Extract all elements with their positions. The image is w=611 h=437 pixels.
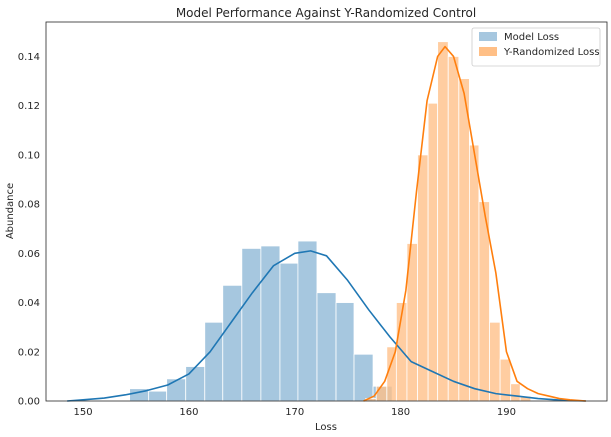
x-tick-label: 190: [497, 407, 516, 418]
histogram-bar: [353, 353, 374, 402]
histogram-bar: [185, 366, 206, 402]
histogram-bar: [241, 248, 262, 402]
legend: Model Loss Y-Randomized Loss: [471, 27, 601, 67]
y-axis-ticks: 0.00 0.02 0.04 0.06 0.08 0.10 0.12 0.14: [18, 52, 40, 408]
histogram-bar: [447, 56, 460, 402]
x-tick-label: 170: [285, 407, 304, 418]
legend-label-model-loss: Model Loss: [504, 32, 559, 43]
x-tick-label: 150: [74, 407, 93, 418]
histogram-bar: [417, 154, 429, 402]
kde-line-model-loss: [67, 250, 586, 402]
y-tick-label: 0.10: [18, 150, 40, 161]
histogram-bar: [316, 292, 337, 402]
y-tick-label: 0.02: [18, 347, 40, 358]
chart-title: Model Performance Against Y-Randomized C…: [176, 6, 476, 20]
legend-swatch-y-randomized-loss: [479, 47, 497, 56]
axes-frame: [45, 21, 608, 402]
legend-label-y-randomized-loss: Y-Randomized Loss: [503, 47, 600, 58]
histogram-bar: [375, 385, 388, 402]
y-axis-label: Abundance: [5, 183, 16, 239]
histogram-bar: [279, 262, 299, 402]
legend-swatch-model-loss: [479, 32, 497, 41]
histogram-bar: [204, 321, 224, 402]
histogram-bar: [222, 284, 243, 402]
y-tick-label: 0.14: [18, 52, 40, 63]
histogram-bar: [468, 144, 480, 402]
histogram-bar: [297, 240, 318, 402]
histogram-bar: [437, 41, 449, 402]
histogram-bar: [166, 378, 187, 402]
y-tick-label: 0.12: [18, 101, 40, 112]
plot-area: [67, 41, 586, 402]
y-tick-label: 0.08: [18, 200, 40, 211]
legend-box: [471, 27, 601, 67]
histogram-bar: [335, 302, 355, 402]
x-tick-label: 180: [391, 407, 410, 418]
x-axis-ticks: 150 160 170 180 190: [74, 407, 516, 418]
kde-line-y-randomized-loss: [363, 45, 586, 402]
histogram-bar: [148, 390, 168, 402]
histogram-bar: [489, 321, 501, 402]
y-tick-label: 0.04: [18, 298, 40, 309]
x-axis-label: Loss: [315, 422, 337, 433]
histogram-bar: [458, 78, 470, 402]
y-tick-label: 0.06: [18, 249, 40, 260]
y-tick-label: 0.00: [18, 397, 40, 408]
histogram-bar: [427, 102, 439, 402]
x-tick-label: 160: [179, 407, 198, 418]
histogram-bar: [510, 383, 521, 402]
